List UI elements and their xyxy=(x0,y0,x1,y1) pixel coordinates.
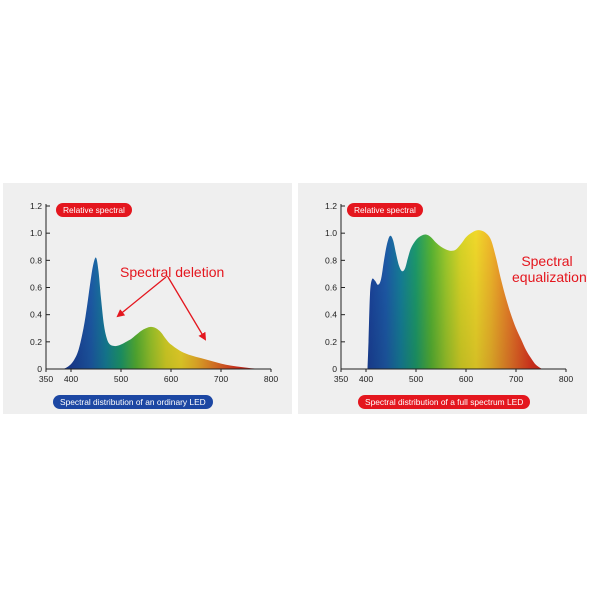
x-tick-label: 350 xyxy=(334,374,349,384)
x-tick-label: 400 xyxy=(64,374,79,384)
ordinary-led-panel: 0 0.2 0.4 0.6 0.8 1.0 1.2 350 400 500 600 700 800 Re… xyxy=(3,183,292,414)
y-tick-label: 1.2 xyxy=(325,201,337,211)
y-tick-label: 0.4 xyxy=(325,310,337,320)
xlabel-pill: Spectral distribution of an ordinary LED xyxy=(53,395,213,409)
y-tick-label: 0.6 xyxy=(325,283,337,293)
y-tick-label: 0.6 xyxy=(30,283,42,293)
x-tick-label: 700 xyxy=(509,374,524,384)
y-tick-label: 0.8 xyxy=(30,255,42,265)
ylabel-pill: Relative spectral xyxy=(56,203,132,217)
x-tick-label: 800 xyxy=(559,374,574,384)
y-tick-label: 0 xyxy=(332,364,337,374)
full-spectrum-led-panel: 0 0.2 0.4 0.6 0.8 1.0 1.2 350 400 500 600 700 800 Re… xyxy=(298,183,587,414)
y-tick-label: 1.0 xyxy=(30,228,42,238)
y-tick-label: 1.2 xyxy=(30,201,42,211)
spectral-equalization-annotation: Spectral equalization xyxy=(512,253,587,285)
spectrum-shading xyxy=(367,230,542,369)
deletion-arrow-right xyxy=(167,276,207,341)
xlabel-pill: Spectral distribution of a full spectrum… xyxy=(358,395,531,409)
y-tick-label: 1.0 xyxy=(325,228,337,238)
ordinary-led-chart: 0 0.2 0.4 0.6 0.8 1.0 1.2 350 400 500 600 700 800 xyxy=(30,201,279,384)
y-tick-label: 0.4 xyxy=(30,310,42,320)
x-tick-label: 350 xyxy=(39,374,54,384)
deletion-arrow-left xyxy=(116,276,167,318)
x-tick-label: 600 xyxy=(459,374,474,384)
spectral-deletion-annotation: Spectral deletion xyxy=(120,264,225,280)
y-tick-label: 0 xyxy=(37,364,42,374)
y-tick-label: 0.2 xyxy=(325,337,337,347)
x-tick-label: 700 xyxy=(214,374,229,384)
y-tick-label: 0.8 xyxy=(325,255,337,265)
x-tick-label: 500 xyxy=(114,374,129,384)
spectrum-shading xyxy=(63,257,261,369)
y-tick-label: 0.2 xyxy=(30,337,42,347)
x-tick-label: 600 xyxy=(164,374,179,384)
x-tick-label: 500 xyxy=(409,374,424,384)
full-spectrum-led-chart: 0 0.2 0.4 0.6 0.8 1.0 1.2 350 400 500 600 700 800 xyxy=(325,201,574,384)
x-tick-label: 400 xyxy=(359,374,374,384)
ylabel-pill: Relative spectral xyxy=(347,203,423,217)
x-tick-label: 800 xyxy=(264,374,279,384)
